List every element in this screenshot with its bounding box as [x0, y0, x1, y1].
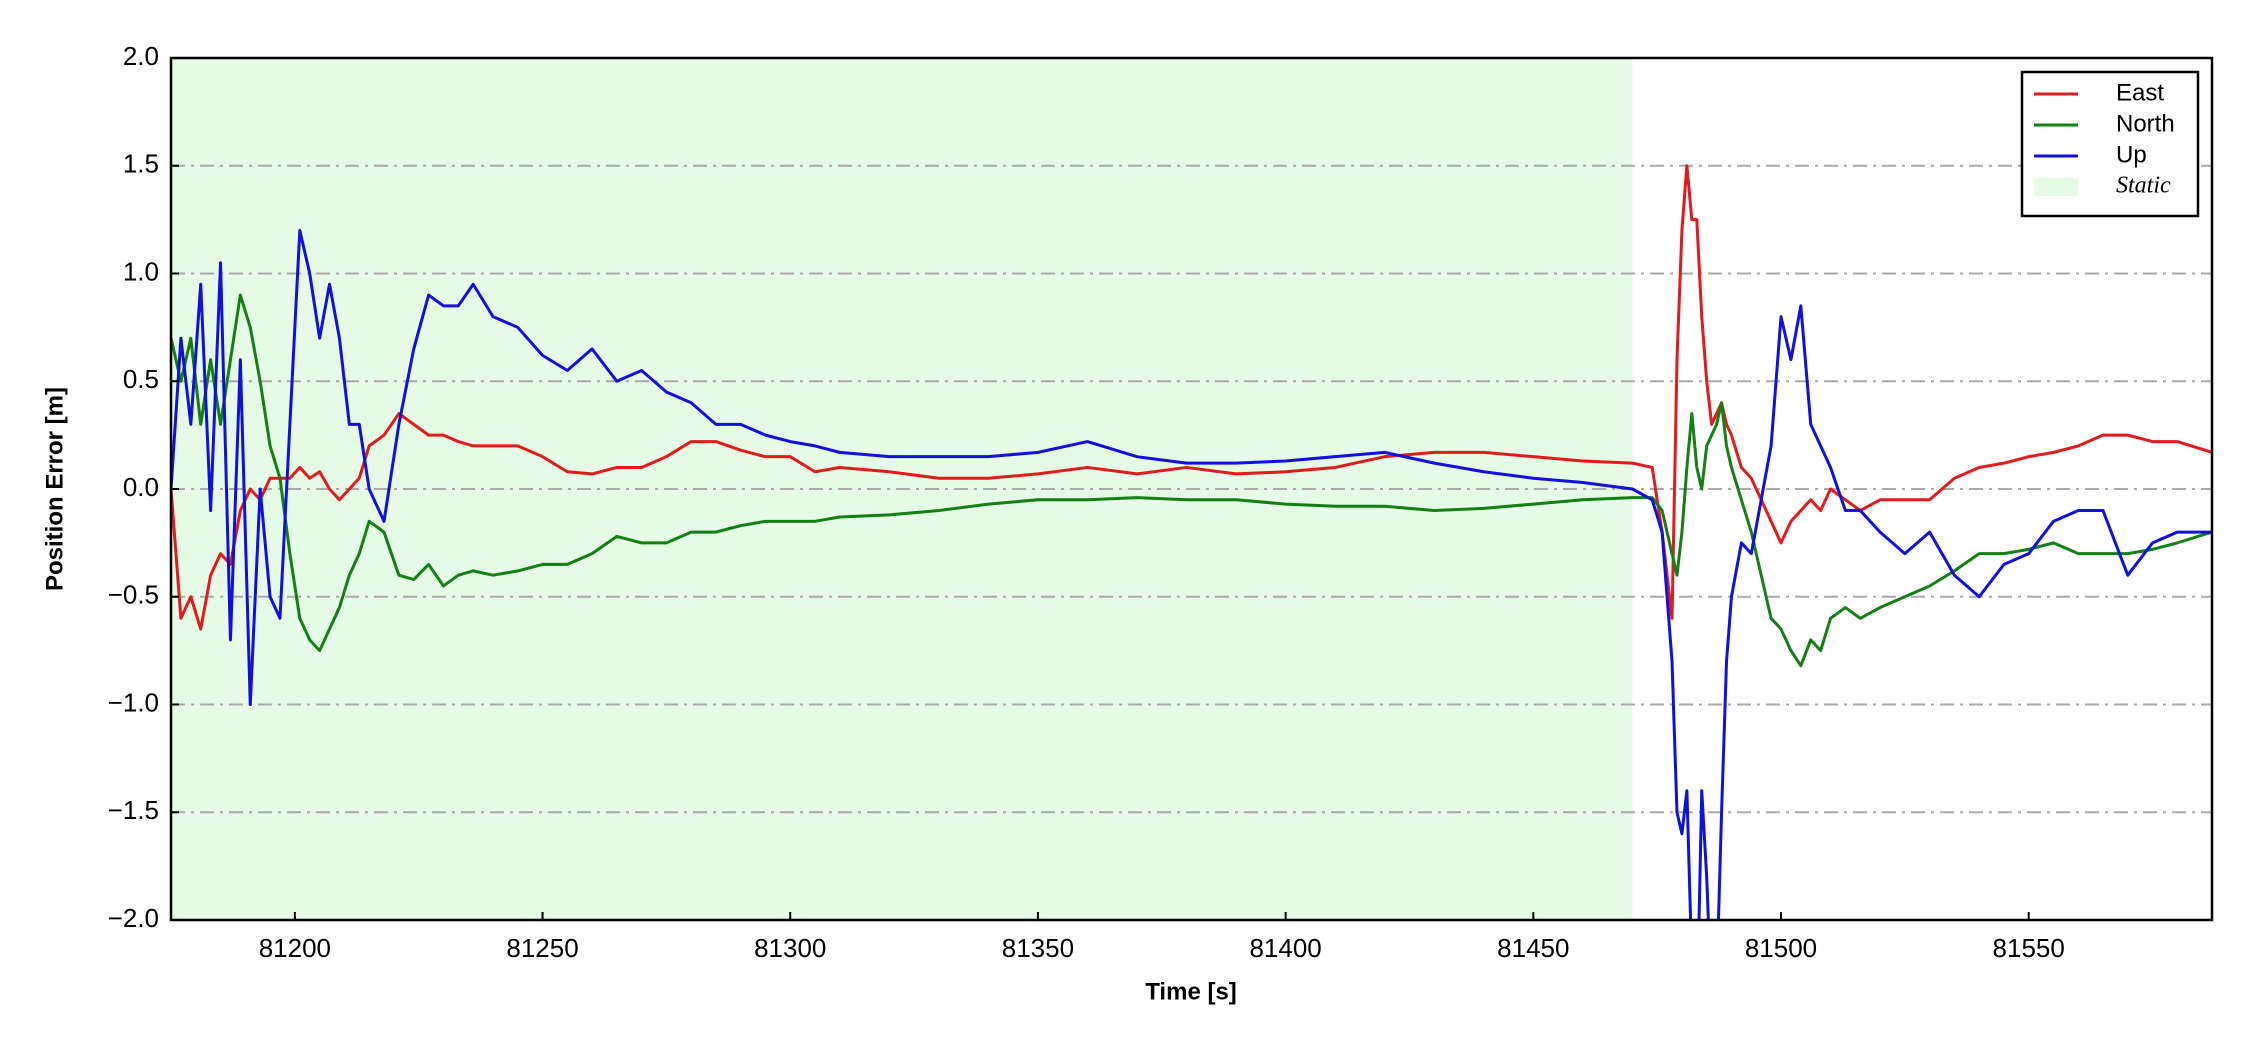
series-line — [171, 293, 2212, 668]
y-tick-label: 0.0 — [123, 472, 159, 502]
plot-lines — [171, 164, 2212, 920]
legend-swatch — [2034, 178, 2078, 196]
y-tick-label: 1.0 — [123, 256, 159, 286]
x-tick-label: 81250 — [506, 933, 578, 963]
y-tick-label: −1.5 — [108, 795, 159, 825]
legend-label: Static — [2116, 173, 2171, 199]
x-tick-label: 81300 — [754, 933, 826, 963]
x-tick-label: 81450 — [1497, 933, 1569, 963]
legend-label: Up — [2116, 141, 2147, 168]
y-tick-label: −2.0 — [108, 903, 159, 933]
ticks: 2.0 1.5 1.0 0.5 0.0 −0.5 −1.0 −1.5 −2.0 81200 8125… — [108, 41, 2065, 963]
x-tick-label: 81200 — [259, 933, 331, 963]
y-tick-label: 1.5 — [123, 149, 159, 179]
series-line — [171, 228, 2212, 920]
legend-label: North — [2116, 110, 2175, 137]
series-line — [171, 164, 2212, 631]
x-tick-label: 81400 — [1249, 933, 1321, 963]
x-tick-label: 81350 — [1002, 933, 1074, 963]
legend-label: East — [2116, 79, 2164, 106]
y-tick-label: 2.0 — [123, 41, 159, 71]
legend: East North Up Static — [2020, 70, 2200, 218]
y-tick-label: −0.5 — [108, 580, 159, 610]
y-axis-label: Position Error [m] — [41, 387, 68, 591]
y-tick-label: 0.5 — [123, 364, 159, 394]
x-tick-label: 81500 — [1745, 933, 1817, 963]
x-axis-label: Time [s] — [1145, 978, 1237, 1005]
y-tick-label: −1.0 — [108, 687, 159, 717]
x-tick-label: 81550 — [1993, 933, 2065, 963]
